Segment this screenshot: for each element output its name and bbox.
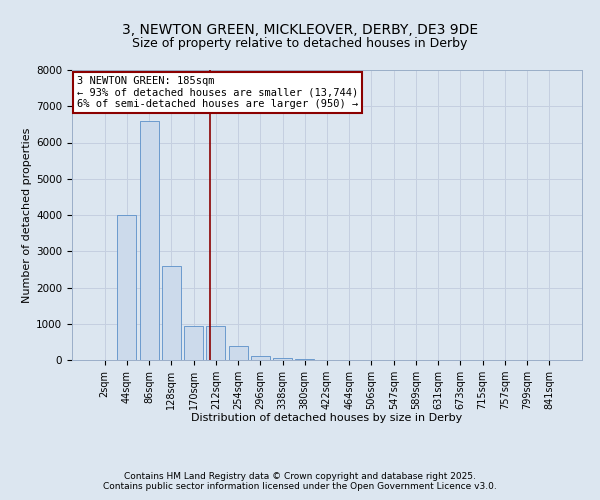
X-axis label: Distribution of detached houses by size in Derby: Distribution of detached houses by size …	[191, 414, 463, 424]
Text: Contains public sector information licensed under the Open Government Licence v3: Contains public sector information licen…	[103, 482, 497, 491]
Text: 3 NEWTON GREEN: 185sqm
← 93% of detached houses are smaller (13,744)
6% of semi-: 3 NEWTON GREEN: 185sqm ← 93% of detached…	[77, 76, 358, 109]
Y-axis label: Number of detached properties: Number of detached properties	[22, 128, 32, 302]
Bar	[140, 120, 158, 360]
Text: Contains HM Land Registry data © Crown copyright and database right 2025.: Contains HM Land Registry data © Crown c…	[124, 472, 476, 481]
Text: Size of property relative to detached houses in Derby: Size of property relative to detached ho…	[133, 38, 467, 51]
Bar	[184, 326, 203, 360]
Bar	[206, 326, 225, 360]
Bar	[251, 356, 270, 360]
Text: 3, NEWTON GREEN, MICKLEOVER, DERBY, DE3 9DE: 3, NEWTON GREEN, MICKLEOVER, DERBY, DE3 …	[122, 22, 478, 36]
Bar	[229, 346, 248, 360]
Bar	[118, 215, 136, 360]
Bar	[162, 266, 181, 360]
Bar	[273, 358, 292, 360]
